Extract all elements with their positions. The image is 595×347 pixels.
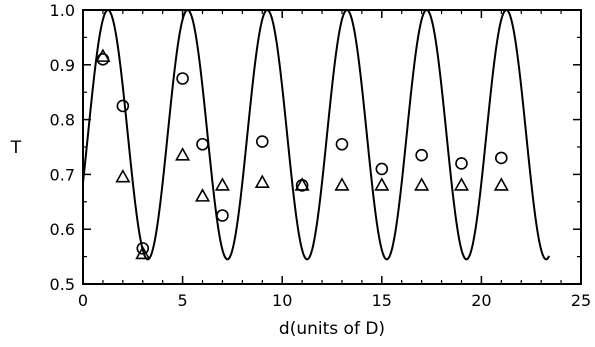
circle-point [216, 209, 229, 222]
circle-point [136, 242, 150, 255]
x-tick-label: 25 [571, 291, 591, 310]
triangle-point [194, 188, 211, 202]
triangle-point [254, 174, 270, 188]
y-tick-label: 0.5 [50, 275, 75, 294]
y-axis-label: T [10, 138, 22, 158]
plot-frame [82, 9, 582, 285]
circle-point [116, 99, 130, 113]
triangle-point [214, 177, 230, 191]
y-tick-label: 0.6 [50, 220, 75, 239]
y-tick-label: 0.8 [50, 111, 75, 130]
marker-layer [95, 48, 509, 260]
x-tick-label: 15 [372, 291, 392, 310]
y-tick-label: 1.0 [50, 1, 75, 20]
triangle-point [95, 48, 111, 62]
triangle-point [135, 245, 151, 260]
triangle-point [414, 177, 430, 191]
y-tick-label: 0.7 [50, 165, 75, 184]
circle-point [255, 135, 269, 148]
circle-point [455, 157, 468, 170]
triangle-point [334, 177, 350, 191]
circle-point [495, 151, 508, 165]
axis-ticks: 0 5 10 15 20 25 0.5 0.6 0.7 0.8 0.9 1.0 [50, 1, 592, 310]
theory-curve [82, 8, 551, 261]
x-tick-label: 20 [471, 291, 491, 310]
x-tick-label: 10 [272, 291, 292, 310]
x-tick-label: 0 [78, 291, 88, 310]
x-axis-label: d(units of D) [279, 319, 385, 339]
y-tick-label: 0.9 [50, 56, 75, 75]
circle-point [335, 137, 349, 151]
circle-point [415, 148, 428, 162]
circle-point [375, 162, 389, 176]
triangle-point [294, 177, 310, 191]
curve-layer [82, 8, 551, 261]
circle-point [196, 137, 209, 151]
triangle-point [493, 177, 509, 191]
triangle-point [453, 177, 470, 191]
x-tick-label: 5 [178, 291, 188, 310]
triangle-point [115, 169, 131, 183]
triangle-point [175, 147, 191, 161]
triangle-point [374, 177, 390, 191]
circle-point [176, 72, 189, 85]
